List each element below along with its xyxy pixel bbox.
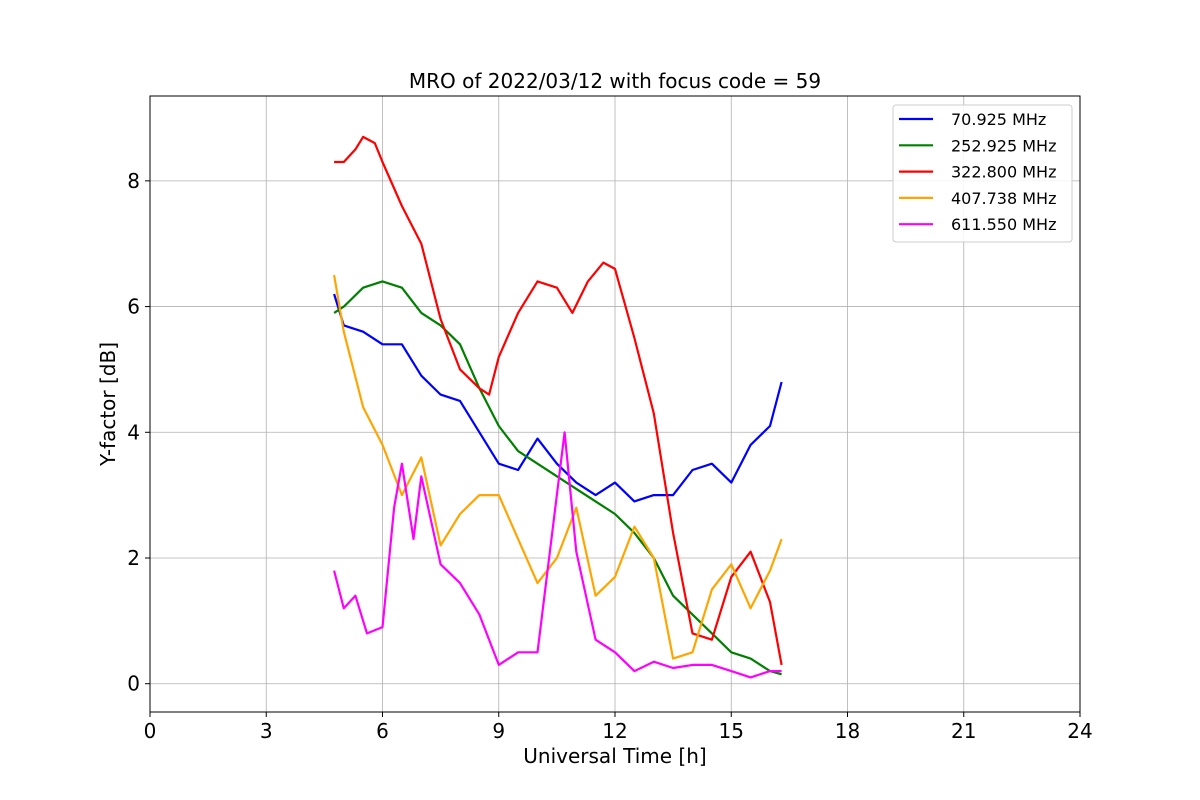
legend: 70.925 MHz 252.925 MHz 322.800 MHz 407.738 … xyxy=(892,104,1073,243)
x-tick-label: 15 xyxy=(719,719,744,743)
legend-label: 611.550 MHz xyxy=(951,215,1056,234)
y-tick-label: 8 xyxy=(127,169,140,193)
y-tick-label: 6 xyxy=(127,295,140,319)
chart-title: MRO of 2022/03/12 with focus code = 59 xyxy=(409,69,821,93)
x-tick-label: 12 xyxy=(602,719,627,743)
x-tick-label: 9 xyxy=(492,719,505,743)
y-axis-label: Y-factor [dB] xyxy=(96,342,120,467)
series-line-5 xyxy=(333,431,782,679)
y-tick-label: 2 xyxy=(127,546,140,570)
y-tick-label: 4 xyxy=(127,420,140,444)
legend-label: 70.925 MHz xyxy=(951,110,1046,129)
x-tick-label: 0 xyxy=(144,719,157,743)
series-line-4 xyxy=(333,274,783,660)
series-line-1 xyxy=(333,293,783,503)
legend-box xyxy=(892,104,1073,243)
x-tick-label: 6 xyxy=(376,719,389,743)
x-tick-label: 18 xyxy=(835,719,860,743)
x-tick-label: 21 xyxy=(951,719,976,743)
x-tick-label: 24 xyxy=(1067,719,1092,743)
series-line-3 xyxy=(334,135,783,666)
x-axis-label: Universal Time [h] xyxy=(523,744,706,768)
x-tick-label: 3 xyxy=(260,719,273,743)
legend-label: 322.800 MHz xyxy=(951,163,1056,182)
legend-label: 407.738 MHz xyxy=(951,189,1056,208)
series-line-2 xyxy=(333,280,782,676)
y-tick-label: 0 xyxy=(127,672,140,696)
legend-label: 252.925 MHz xyxy=(951,136,1056,155)
data-series xyxy=(333,135,783,679)
